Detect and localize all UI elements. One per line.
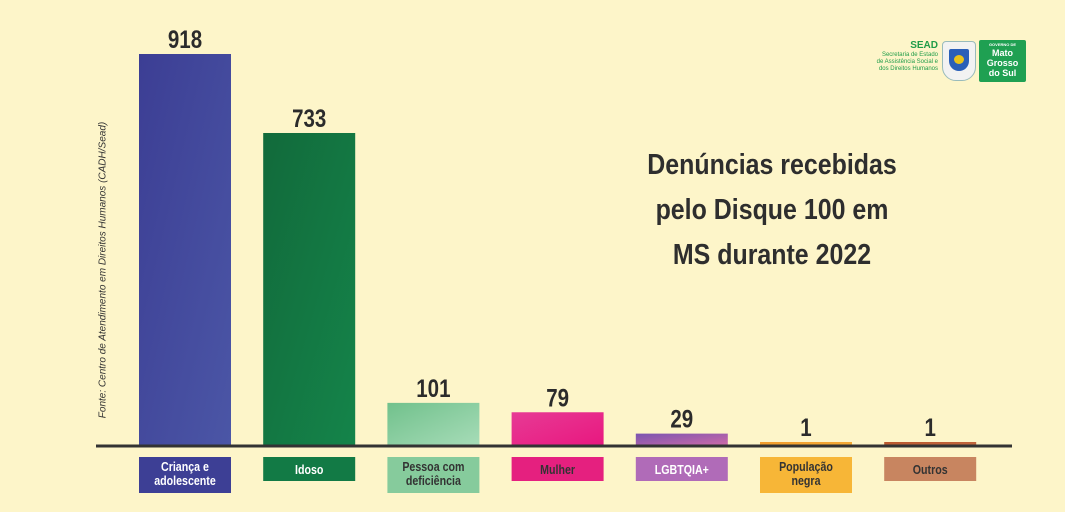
bar-1: [263, 132, 356, 447]
bar-5: [760, 442, 852, 446]
data-label-4: 29: [670, 405, 693, 433]
state-crest-icon: [942, 41, 976, 81]
category-label-5-line-0: População: [779, 459, 833, 474]
category-label-box-1: [263, 457, 356, 481]
chart-title-line-1: Denúncias recebidas: [647, 149, 897, 181]
gov-line-3: do Sul: [988, 68, 1017, 78]
chart-title: Denúncias recebidas pelo Disque 100 em M…: [634, 143, 909, 278]
sead-title: SEAD: [910, 40, 938, 51]
category-label-0-line-1: adolescente: [154, 473, 216, 488]
data-label-1: 733: [292, 104, 326, 132]
category-label-box-2: [387, 457, 480, 493]
sead-line-2: de Assistência Social e: [876, 59, 938, 65]
category-label-box-5: [760, 457, 852, 493]
bar-4: [635, 433, 728, 446]
category-label-0-line-0: Criança e: [161, 459, 209, 474]
data-label-5: 1: [800, 413, 812, 441]
source-note: Fonte: Centro de Atendimento em Direitos…: [97, 121, 109, 419]
bar-0: [139, 54, 231, 446]
chart-title-line-2: pelo Disque 100 em: [655, 194, 889, 226]
category-label-2-line-0: Pessoa com: [402, 459, 464, 474]
sead-line-3: dos Direitos Humanos: [878, 66, 938, 72]
data-label-3: 79: [546, 383, 569, 411]
category-label-3-line-0: Mulher: [540, 462, 575, 477]
bar-2: [387, 402, 480, 446]
gov-small-text: GOVERNO DE: [988, 42, 1017, 47]
sead-logo-text: SEAD Secretaria de Estado de Assistência…: [866, 40, 938, 73]
category-label-5-line-1: negra: [791, 473, 820, 488]
data-label-2: 101: [416, 374, 450, 402]
category-label-2-line-1: deficiência: [406, 473, 461, 488]
category-label-box-3: [511, 457, 604, 481]
category-label-4-line-0: LGBTQIA+: [655, 462, 709, 477]
gov-line-2: Grosso: [986, 58, 1019, 68]
category-label-box-4: [635, 457, 728, 481]
category-label-1-line-0: Idoso: [295, 462, 323, 477]
gov-line-1: Mato: [992, 48, 1013, 58]
government-logo-badge: GOVERNO DE Mato Grosso do Sul: [979, 40, 1026, 82]
sead-government-logo: SEAD Secretaria de Estado de Assistência…: [866, 40, 1028, 84]
bar-6: [884, 442, 977, 446]
sead-line-1: Secretaria de Estado: [881, 52, 938, 58]
data-label-6: 1: [924, 413, 936, 441]
data-label-0: 918: [168, 25, 202, 53]
bar-3: [511, 412, 604, 446]
category-label-6-line-0: Outros: [913, 462, 948, 477]
category-label-box-6: [884, 457, 977, 481]
category-label-box-0: [139, 457, 231, 493]
chart-title-line-3: MS durante 2022: [672, 239, 872, 271]
